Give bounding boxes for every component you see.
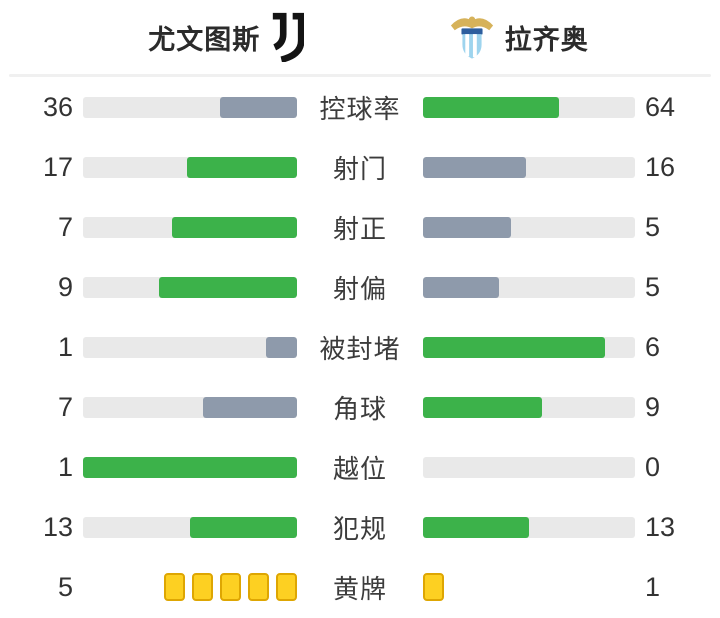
stats-list: 36 控球率 64 17 射门 16 7 射正 5 9 射偏 5 1 被封堵 6…: [0, 77, 720, 617]
away-bar-fill: [423, 336, 605, 358]
away-value: 64: [645, 91, 676, 122]
away-value: 0: [645, 451, 661, 482]
stat-label: 黄牌: [332, 573, 387, 604]
team-away[interactable]: 拉齐奥: [373, 13, 720, 61]
home-value: 9: [57, 271, 73, 302]
home-bar-fill: [172, 216, 297, 238]
stat-row: 36 控球率 64: [0, 77, 720, 137]
yellow-card-icon: [192, 573, 213, 601]
away-bar: [423, 276, 635, 298]
home-bar-fill: [219, 96, 297, 118]
home-bar: [83, 96, 297, 118]
yellow-card-icon: [276, 573, 297, 601]
home-bar: [83, 156, 297, 178]
home-value: 17: [42, 151, 73, 182]
home-value: 1: [57, 331, 73, 362]
stat-row: 17 射门 16: [0, 137, 720, 197]
home-bar-fill: [159, 276, 297, 298]
home-bar: [83, 516, 297, 538]
away-value: 9: [645, 391, 661, 422]
stat-row: 7 角球 9: [0, 377, 720, 437]
stat-row: 1 越位 0: [0, 437, 720, 497]
stat-row-cards: 5 黄牌 1: [0, 557, 720, 617]
away-value: 13: [645, 511, 676, 542]
header: 尤文图斯 拉齐奥: [0, 0, 720, 74]
stat-label: 射偏: [332, 273, 387, 304]
home-bar: [83, 336, 297, 358]
away-bar-fill: [423, 96, 559, 118]
lazio-crest-icon: [449, 13, 495, 61]
stat-row: 9 射偏 5: [0, 257, 720, 317]
away-bar-fill: [423, 156, 526, 178]
stat-label: 犯规: [332, 513, 387, 544]
home-bar-fill: [190, 516, 297, 538]
home-bar: [83, 396, 297, 418]
header-divider: [9, 74, 711, 77]
home-bar: [83, 456, 297, 478]
yellow-card-icon: [164, 573, 185, 601]
away-bar: [423, 456, 635, 478]
yellow-card-icon: [423, 573, 444, 601]
away-value: 6: [645, 331, 661, 362]
away-bar-fill: [423, 396, 543, 418]
juventus-logo-icon: [270, 12, 305, 62]
yellow-card-icon: [220, 573, 241, 601]
away-value: 1: [645, 571, 661, 602]
stat-label: 被封堵: [319, 333, 401, 364]
away-value: 5: [645, 211, 661, 242]
yellow-card-icon: [248, 573, 269, 601]
home-value: 7: [57, 391, 73, 422]
stat-label: 越位: [332, 453, 387, 484]
home-bar-fill: [186, 156, 297, 178]
stat-row: 13 犯规 13: [0, 497, 720, 557]
away-bar-fill: [423, 216, 512, 238]
stat-label: 射正: [332, 213, 387, 244]
home-value: 7: [57, 211, 73, 242]
stat-label: 角球: [332, 393, 387, 424]
away-bar-fill: [423, 276, 499, 298]
team-away-name: 拉齐奥: [504, 24, 589, 55]
away-value: 16: [645, 151, 676, 182]
home-value: 36: [42, 91, 73, 122]
home-bar-fill: [83, 456, 297, 478]
home-bar-fill: [203, 396, 297, 418]
stat-row: 7 射正 5: [0, 197, 720, 257]
away-bar: [423, 516, 635, 538]
home-bar: [83, 216, 297, 238]
away-bar-fill: [423, 516, 529, 538]
home-value: 5: [57, 571, 73, 602]
away-bar: [423, 156, 635, 178]
home-value: 13: [42, 511, 73, 542]
team-home[interactable]: 尤文图斯: [0, 12, 373, 62]
away-yellow-cards: [423, 573, 635, 601]
home-value: 1: [57, 451, 73, 482]
home-yellow-cards: [83, 573, 297, 601]
away-bar: [423, 396, 635, 418]
home-bar: [83, 276, 297, 298]
away-bar: [423, 96, 635, 118]
home-bar-fill: [266, 336, 297, 358]
stat-row: 1 被封堵 6: [0, 317, 720, 377]
away-bar: [423, 336, 635, 358]
away-value: 5: [645, 271, 661, 302]
team-home-name: 尤文图斯: [148, 24, 261, 55]
stat-label: 控球率: [319, 93, 401, 124]
stat-label: 射门: [332, 153, 387, 184]
away-bar: [423, 216, 635, 238]
